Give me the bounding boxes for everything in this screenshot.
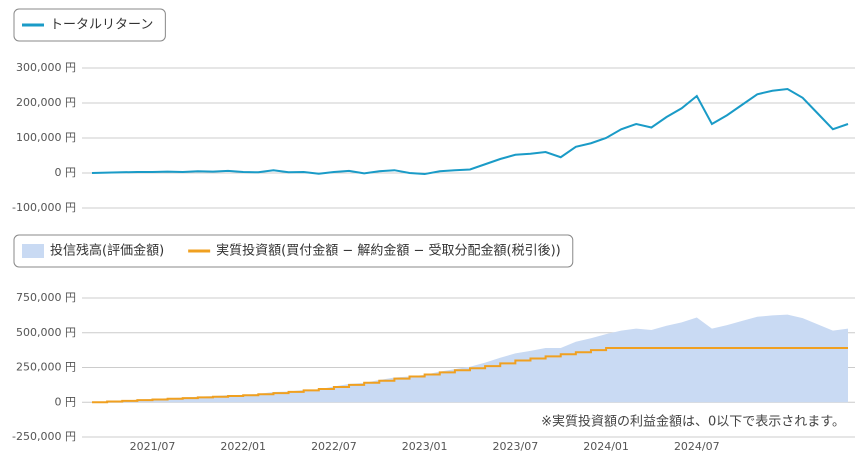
x-tick-label: 2022/01 <box>220 440 266 453</box>
line <box>92 347 848 404</box>
y-tick-label: 500,000 円 <box>16 326 76 339</box>
area <box>92 314 848 403</box>
x-tick-label: 2022/07 <box>311 440 357 453</box>
y-tick-label: 250,000 円 <box>16 361 76 374</box>
legend: トータルリターン <box>13 8 166 42</box>
legend-label: 投信残高(評価金額) <box>50 243 164 259</box>
x-tick-label: 2024/01 <box>583 440 629 453</box>
y-tick-label: 0 円 <box>55 395 77 408</box>
x-tick-label: 2021/07 <box>130 440 176 453</box>
annotation: ※実質投資額の利益金額は、0以下で表示されます。 <box>541 414 845 430</box>
y-tick-label: -250,000 円 <box>12 430 76 443</box>
y-tick-label: 300,000 円 <box>16 61 76 74</box>
chart: -100,000 円 0 円 100,000 円 200,000 円 300,000 円… <box>12 8 855 214</box>
legend-box <box>13 8 166 42</box>
y-tick-label: -100,000 円 <box>12 201 76 214</box>
y-tick-label: 200,000 円 <box>16 96 76 109</box>
x-tick-label: 2023/01 <box>402 440 448 453</box>
legend-box <box>13 234 574 268</box>
x-tick-label: 2023/07 <box>493 440 539 453</box>
y-tick-label: 100,000 円 <box>16 131 76 144</box>
legend-label: 実質投資額(買付金額 − 解約金額 − 受取分配金額(税引後)) <box>216 243 561 259</box>
legend: 投信残高(評価金額) 実質投資額(買付金額 − 解約金額 − 受取分配金額(税引後… <box>13 234 574 268</box>
y-tick-label: 0 円 <box>55 166 77 179</box>
x-tick-label: 2024/07 <box>674 440 720 453</box>
legend-label: トータルリターン <box>50 18 153 33</box>
legend-swatch <box>22 244 44 258</box>
chart: -250,000 円 0 円 250,000 円 500,000 円 750,000 円… <box>12 234 855 453</box>
y-tick-label: 750,000 円 <box>16 291 76 304</box>
line <box>91 87 849 176</box>
